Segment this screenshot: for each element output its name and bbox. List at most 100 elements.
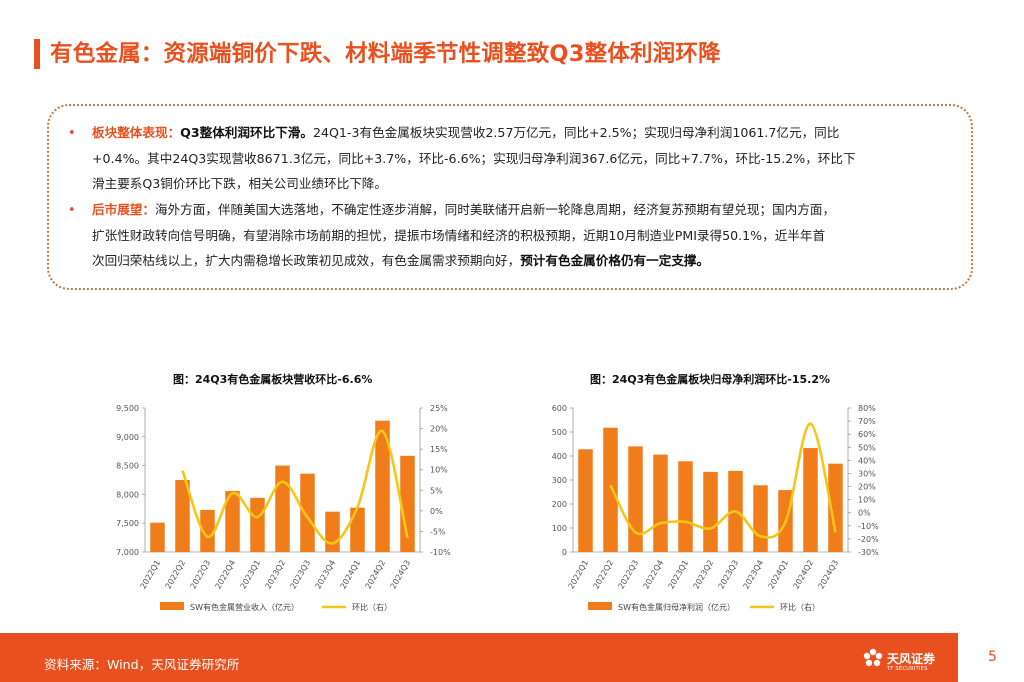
y-tick-label-right: -30% <box>858 548 879 557</box>
bar <box>225 490 240 552</box>
chart-2-title: 图：24Q3有色金属板块归母净利润环比-15.2% <box>590 373 831 386</box>
legend-label-bar: SW有色金属营业收入（亿元） <box>190 602 299 612</box>
y-tick-label-right: 15% <box>430 445 448 454</box>
x-tick-label: 2023Q4 <box>742 559 766 591</box>
bullet-2-line-2: 扩张性财政转向信号明确，有望消除市场前期的担忧，提振市场情绪和经济的积极预期，近… <box>92 227 826 243</box>
x-tick-label: 2024Q3 <box>389 559 413 591</box>
bullet-2-line-3a: 次回归荣枯线以上，扩大内需稳增长政策初见成效，有色金属需求预期向好， <box>92 253 521 268</box>
y-tick-label-right: 10% <box>858 496 876 505</box>
bar <box>150 522 165 552</box>
x-tick-label: 2023Q3 <box>717 559 741 591</box>
y-tick-label-right: 70% <box>858 417 876 426</box>
y-tick-label-left: 500 <box>552 428 567 437</box>
bar <box>753 485 768 552</box>
x-tick-label: 2024Q1 <box>339 559 363 591</box>
bar <box>703 471 718 552</box>
y-tick-label-right: -10% <box>430 548 451 557</box>
y-tick-label-right: -20% <box>858 535 879 544</box>
page-number-box: 5 <box>958 633 1024 682</box>
bar <box>200 509 215 552</box>
y-tick-label-left: 200 <box>552 500 567 509</box>
x-tick-label: 2022Q2 <box>592 559 616 591</box>
bar <box>325 511 340 552</box>
bar <box>300 473 315 552</box>
title-accent-bar <box>34 39 40 69</box>
bar <box>250 497 265 552</box>
bullet-1-line-2: +0.4%。其中24Q3实现营收8671.3亿元，同比+3.7%，环比-6.6%… <box>92 150 856 166</box>
y-tick-label-left: 8,000 <box>116 490 139 499</box>
series-line <box>609 422 837 539</box>
x-tick-label: 2024Q2 <box>792 559 816 591</box>
bullet-2-conclusion: 预计有色金属价格仍有一定支撑。 <box>520 253 710 268</box>
source-note: 资料来源：Wind，天风证券研究所 <box>44 657 240 672</box>
summary-bullet-1: 板块整体表现：Q3整体利润环比下滑。24Q1-3有色金属板块实现营收2.57万亿… <box>92 120 968 197</box>
bullet-1-headline: Q3整体利润环比下滑。 <box>180 125 313 140</box>
bar <box>803 448 818 552</box>
y-tick-label-left: 7,000 <box>116 548 139 557</box>
bar <box>653 454 668 552</box>
y-tick-label-left: 600 <box>552 404 567 413</box>
bar <box>578 449 593 552</box>
footer-logo-sub: TF SECURITIES <box>887 666 928 672</box>
y-tick-label-right: 40% <box>858 456 876 465</box>
bullet-1-line-1: 24Q1-3有色金属板块实现营收2.57万亿元，同比+2.5%；实现归母净利润1… <box>312 125 840 140</box>
x-tick-label: 2023Q2 <box>692 559 716 591</box>
x-tick-label: 2022Q4 <box>642 559 666 591</box>
y-tick-label-right: 30% <box>858 469 876 478</box>
bar <box>828 463 843 552</box>
y-tick-label-left: 8,500 <box>116 462 139 471</box>
x-tick-label: 2022Q2 <box>164 559 188 591</box>
y-tick-label-left: 9,500 <box>116 404 139 413</box>
x-tick-label: 2023Q1 <box>667 559 691 591</box>
y-tick-label-right: 50% <box>858 443 876 452</box>
summary-box <box>47 104 973 290</box>
y-tick-label-left: 100 <box>552 524 567 533</box>
y-tick-label-right: -5% <box>430 527 446 536</box>
y-tick-label-right: 5% <box>430 486 443 495</box>
bar <box>628 446 643 552</box>
y-tick-label-left: 7,500 <box>116 519 139 528</box>
legend-swatch-bar <box>588 602 612 610</box>
bar <box>678 461 693 552</box>
bullet-dot: • <box>68 126 76 141</box>
bullet-2-line-1: 海外方面，伴随美国大选落地，不确定性逐步消解，同时美联储开启新一轮降息周期，经济… <box>154 202 836 217</box>
bar <box>603 427 618 552</box>
legend-label-line: 环比（右） <box>352 602 392 612</box>
y-tick-label-right: 0% <box>430 507 443 516</box>
revenue-chart: 7,000 7,500 8,000 8,500 9,000 9,500 -10% -5% 0% 5… <box>116 404 451 612</box>
y-tick-label-left: 400 <box>552 452 567 461</box>
legend-label-line: 环比（右） <box>780 602 820 612</box>
bullet-1-line-3: 滑主要系Q3铜价环比下跌，相关公司业绩环比下降。 <box>92 176 387 191</box>
bullet-2-label: 后市展望： <box>92 202 155 217</box>
x-tick-label: 2023Q4 <box>314 559 338 591</box>
y-tick-label-right: 20% <box>430 425 448 434</box>
series-line <box>181 429 409 545</box>
x-tick-label: 2024Q2 <box>364 559 388 591</box>
bar <box>375 420 390 552</box>
y-tick-label-right: 60% <box>858 430 876 439</box>
x-tick-label: 2022Q1 <box>567 559 591 591</box>
bar <box>400 455 415 552</box>
y-tick-label-right: 25% <box>430 404 448 413</box>
bar <box>350 507 365 552</box>
x-tick-label: 2022Q3 <box>617 559 641 591</box>
footer-logo-name: 天风证券 <box>887 652 936 666</box>
profit-chart: 0 100 200 300 400 500 600 -30% -20% -10% 0% 10% 20% 3… <box>552 404 879 612</box>
tf-logo-icon <box>863 648 883 667</box>
page-number: 5 <box>988 649 997 665</box>
y-tick-label-right: 10% <box>430 466 448 475</box>
x-tick-label: 2024Q1 <box>767 559 791 591</box>
y-tick-label-left: 300 <box>552 476 567 485</box>
page-title: 有色金属：资源端铜价下跌、材料端季节性调整致Q3整体利润环降 <box>50 41 721 67</box>
x-tick-label: 2023Q1 <box>239 559 263 591</box>
y-tick-label-right: 0% <box>858 509 871 518</box>
y-tick-label-right: -10% <box>858 522 879 531</box>
footer-bar <box>0 633 1024 682</box>
x-tick-label: 2022Q4 <box>214 559 238 591</box>
bullet-dot: • <box>68 203 76 218</box>
y-tick-label-left: 9,000 <box>116 433 139 442</box>
x-tick-label: 2023Q3 <box>289 559 313 591</box>
x-tick-label: 2022Q1 <box>139 559 163 591</box>
y-tick-label-right: 80% <box>858 404 876 413</box>
bullet-1-label: 板块整体表现： <box>92 125 181 140</box>
